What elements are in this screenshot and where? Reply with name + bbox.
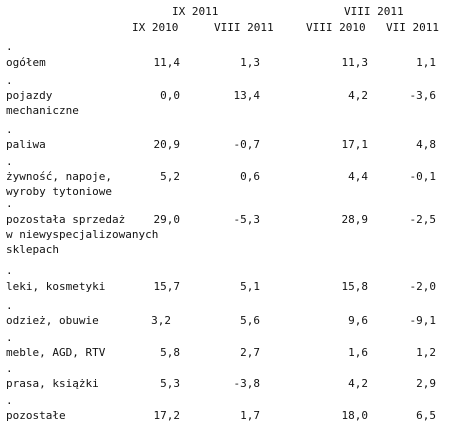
- cell-value: 4,2: [348, 89, 368, 102]
- cell-value: 11,4: [153, 56, 181, 69]
- cell-value: 1,7: [240, 409, 260, 422]
- cell-value: -3,8: [233, 377, 261, 390]
- cell-value: 5,2: [160, 170, 180, 183]
- cell-value: 15,7: [153, 280, 181, 293]
- cell-value: 5,3: [160, 377, 180, 390]
- cell-value: -0,7: [233, 138, 261, 151]
- col-header-ix-2010: IX 2010: [132, 21, 179, 34]
- cell-value: 29,0: [153, 213, 181, 226]
- row-label: żywność, napoje, wyroby tytoniowe: [6, 170, 112, 198]
- cell-value: 4,4: [348, 170, 368, 183]
- cell-value: 2,7: [240, 346, 260, 359]
- col-header-viii-2010: VIII 2010: [306, 21, 366, 34]
- row-label: pozostała sprzedaż w niewyspecjalizowany…: [6, 213, 159, 256]
- cell-value: 5,1: [240, 280, 260, 293]
- row-label: ogółem: [6, 56, 46, 69]
- cell-value: -2,5: [409, 213, 437, 226]
- cell-value: 3,2: [151, 314, 171, 327]
- cell-value: -3,6: [409, 89, 437, 102]
- cell-value: 0,0: [160, 89, 180, 102]
- cell-value: 1,1: [416, 56, 436, 69]
- col-header-viii-2011: VIII 2011: [214, 21, 274, 34]
- cell-value: 2,9: [416, 377, 436, 390]
- row-separator-dot: .: [6, 362, 13, 375]
- row-separator-dot: .: [6, 197, 13, 210]
- row-label: meble, AGD, RTV: [6, 346, 106, 359]
- cell-value: 9,6: [348, 314, 368, 327]
- row-separator-dot: .: [6, 123, 13, 136]
- cell-value: 0,6: [240, 170, 260, 183]
- cell-value: 5,6: [240, 314, 260, 327]
- cell-value: -9,1: [409, 314, 437, 327]
- row-label: paliwa: [6, 138, 46, 151]
- row-separator-dot: .: [6, 331, 13, 344]
- cell-value: 15,8: [341, 280, 369, 293]
- cell-value: 20,9: [153, 138, 181, 151]
- cell-value: 4,2: [348, 377, 368, 390]
- cell-value: 17,1: [341, 138, 369, 151]
- cell-value: 17,2: [153, 409, 181, 422]
- group-header-viii-2011: VIII 2011: [344, 5, 404, 18]
- cell-value: 28,9: [341, 213, 369, 226]
- group-header-ix-2011: IX 2011: [172, 5, 219, 18]
- row-label: pojazdy mechaniczne: [6, 89, 79, 117]
- row-separator-dot: .: [6, 74, 13, 87]
- row-separator-dot: .: [6, 299, 13, 312]
- row-separator-dot: .: [6, 264, 13, 277]
- row-label: pozostałe: [6, 409, 66, 422]
- cell-value: 1,3: [240, 56, 260, 69]
- col-header-vii-2011: VII 2011: [386, 21, 439, 34]
- cell-value: 4,8: [416, 138, 436, 151]
- row-label: leki, kosmetyki: [6, 280, 106, 293]
- row-separator-dot: .: [6, 40, 13, 53]
- cell-value: -0,1: [409, 170, 437, 183]
- row-label: odzież, obuwie: [6, 314, 99, 327]
- cell-value: 1,6: [348, 346, 368, 359]
- cell-value: -5,3: [233, 213, 261, 226]
- cell-value: 6,5: [416, 409, 436, 422]
- cell-value: 13,4: [233, 89, 261, 102]
- cell-value: 18,0: [341, 409, 369, 422]
- row-separator-dot: .: [6, 155, 13, 168]
- cell-value: 5,8: [160, 346, 180, 359]
- row-separator-dot: .: [6, 394, 13, 407]
- cell-value: 1,2: [416, 346, 436, 359]
- cell-value: -2,0: [409, 280, 437, 293]
- cell-value: 11,3: [341, 56, 369, 69]
- row-label: prasa, książki: [6, 377, 99, 390]
